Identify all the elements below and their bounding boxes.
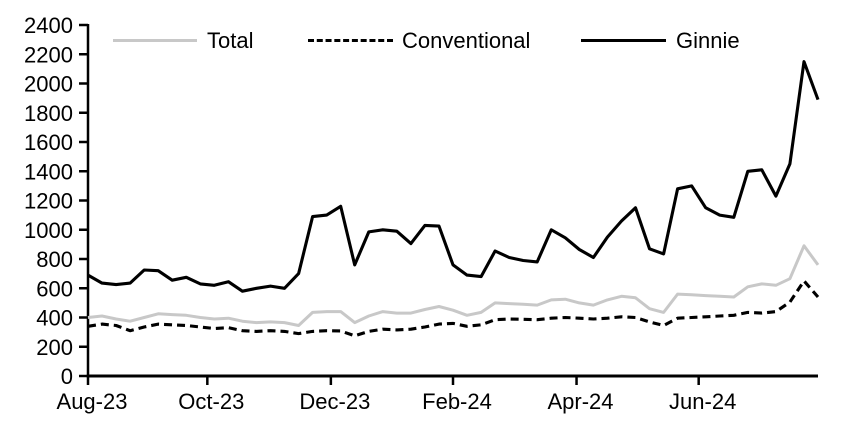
ginnie-line [87, 60, 820, 293]
y-tick-label: 1600 [24, 130, 73, 155]
y-tick-label: 1200 [24, 189, 73, 214]
y-tick-label: 1000 [24, 218, 73, 243]
x-tick-label: Feb-24 [422, 389, 492, 414]
x-tick-label: Jun-24 [669, 389, 736, 414]
legend-label-ginnie: Ginnie [676, 28, 740, 53]
y-tick-label: 1400 [24, 159, 73, 184]
y-tick-label: 800 [36, 247, 73, 272]
y-tick-label: 200 [36, 335, 73, 360]
legend-label-total: Total [207, 28, 254, 53]
x-tick-label: Oct-23 [178, 389, 244, 414]
x-tick-label: Dec-23 [299, 389, 370, 414]
x-tick-label: Apr-24 [548, 389, 614, 414]
y-tick-label: 0 [61, 364, 73, 389]
legend-line-sample-conventional [308, 39, 393, 42]
legend-line-sample-total [113, 39, 197, 42]
x-tick-label: Aug-23 [57, 389, 128, 414]
chart-legend: Total Conventional Ginnie [0, 26, 852, 56]
y-tick-label: 2400 [24, 13, 73, 38]
legend-label-conventional: Conventional [402, 28, 531, 53]
y-tick-label: 1800 [24, 101, 73, 126]
conventional-line [87, 279, 820, 338]
y-tick-label: 400 [36, 306, 73, 331]
y-tick-label: 2000 [24, 72, 73, 97]
total-line [87, 244, 820, 327]
y-tick-label: 2200 [24, 42, 73, 67]
legend-line-sample-ginnie [581, 39, 666, 42]
y-tick-label: 600 [36, 276, 73, 301]
